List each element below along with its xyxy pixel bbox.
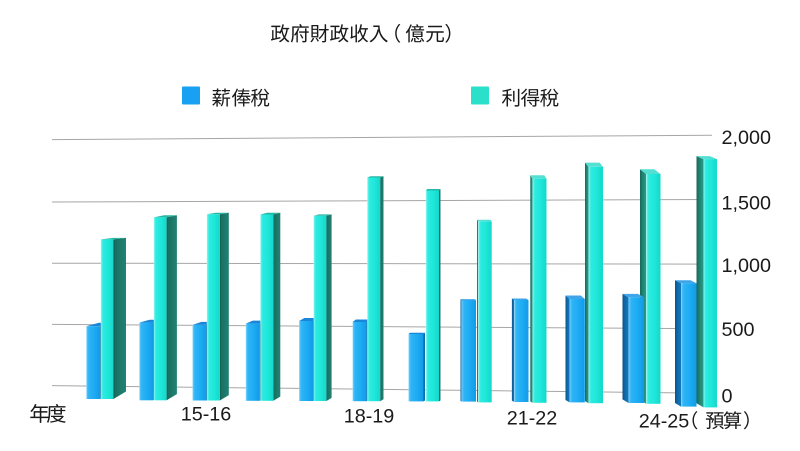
svg-text:1,000: 1,000 bbox=[722, 255, 772, 277]
svg-text:1,500: 1,500 bbox=[722, 192, 772, 214]
svg-text:500: 500 bbox=[722, 319, 755, 341]
svg-text:18-19: 18-19 bbox=[344, 406, 395, 428]
svg-text:24-25: 24-25 bbox=[639, 411, 690, 433]
svg-text:0: 0 bbox=[722, 385, 733, 407]
svg-text:15-16: 15-16 bbox=[181, 404, 232, 426]
svg-text:2,000: 2,000 bbox=[722, 127, 772, 149]
svg-text:21-22: 21-22 bbox=[507, 408, 558, 430]
